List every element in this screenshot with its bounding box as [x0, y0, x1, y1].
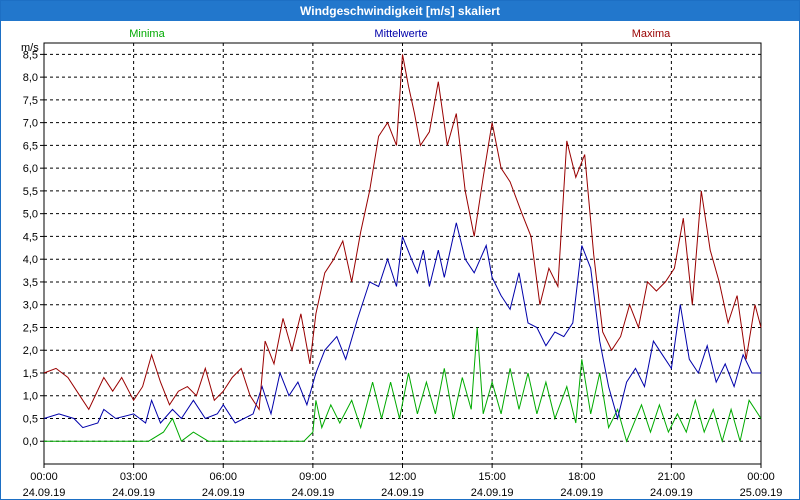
y-axis-label: m/s — [21, 42, 39, 54]
x-tick-time: 12:00 — [389, 471, 417, 483]
y-tick-label: 5,0 — [23, 209, 38, 221]
x-tick-date: 24.09.19 — [471, 487, 514, 499]
y-tick-label: 2,5 — [23, 322, 38, 334]
x-tick-time: 00:00 — [747, 471, 775, 483]
x-tick-time: 18:00 — [568, 471, 596, 483]
y-tick-label: 5,5 — [23, 186, 38, 198]
x-tick-time: 21:00 — [658, 471, 686, 483]
x-tick-time: 03:00 — [120, 471, 148, 483]
y-tick-label: 6,0 — [23, 163, 38, 175]
chart-title: Windgeschwindigkeit [m/s] skaliert — [1, 1, 799, 21]
y-tick-label: 0,0 — [23, 436, 38, 448]
y-axis-ticks: 0,0 0,5 1,0 1,5 2,0 2,5 3,0 3,5 4,0 4,5 5,0 5,5 6,0 6… — [23, 49, 44, 448]
y-tick-label: 8,0 — [23, 72, 38, 84]
series-line-minima — [44, 327, 762, 444]
x-tick-date: 24.09.19 — [381, 487, 424, 499]
x-tick-date: 24.09.19 — [291, 487, 334, 499]
series-line-mittelwerte — [43, 222, 761, 429]
x-tick-date: 24.09.19 — [650, 487, 693, 499]
x-tick-date: 24.09.19 — [560, 487, 603, 499]
x-tick-time: 15:00 — [478, 471, 506, 483]
grid-lines — [44, 43, 761, 464]
legend-mittelwerte: Mittelwerte — [374, 28, 427, 40]
x-tick-time: 00:00 — [30, 471, 58, 483]
y-tick-label: 1,5 — [23, 368, 38, 380]
y-tick-label: 3,5 — [23, 277, 38, 289]
y-tick-label: 3,0 — [23, 300, 38, 312]
y-tick-label: 7,0 — [23, 118, 38, 130]
x-tick-date: 24.09.19 — [23, 487, 66, 499]
y-tick-label: 1,0 — [23, 391, 38, 403]
y-tick-label: 4,5 — [23, 231, 38, 243]
series-lines — [43, 54, 762, 444]
y-tick-label: 8,5 — [23, 49, 38, 61]
y-tick-label: 2,0 — [23, 345, 38, 357]
y-tick-label: 6,5 — [23, 140, 38, 152]
x-tick-date: 25.09.19 — [740, 487, 783, 499]
series-line-maxima — [43, 54, 762, 411]
x-axis-ticks: 00:00 24.09.19 03:00 24.09.19 06:00 24.09.19 0… — [23, 464, 783, 499]
y-tick-label: 0,5 — [23, 413, 38, 425]
x-tick-time: 06:00 — [209, 471, 237, 483]
legend-maxima: Maxima — [632, 28, 671, 40]
x-tick-date: 24.09.19 — [112, 487, 155, 499]
legend-minima: Minima — [129, 28, 165, 40]
y-tick-label: 7,5 — [23, 95, 38, 107]
y-tick-label: 4,0 — [23, 254, 38, 266]
x-tick-time: 09:00 — [299, 471, 327, 483]
x-tick-date: 24.09.19 — [202, 487, 245, 499]
